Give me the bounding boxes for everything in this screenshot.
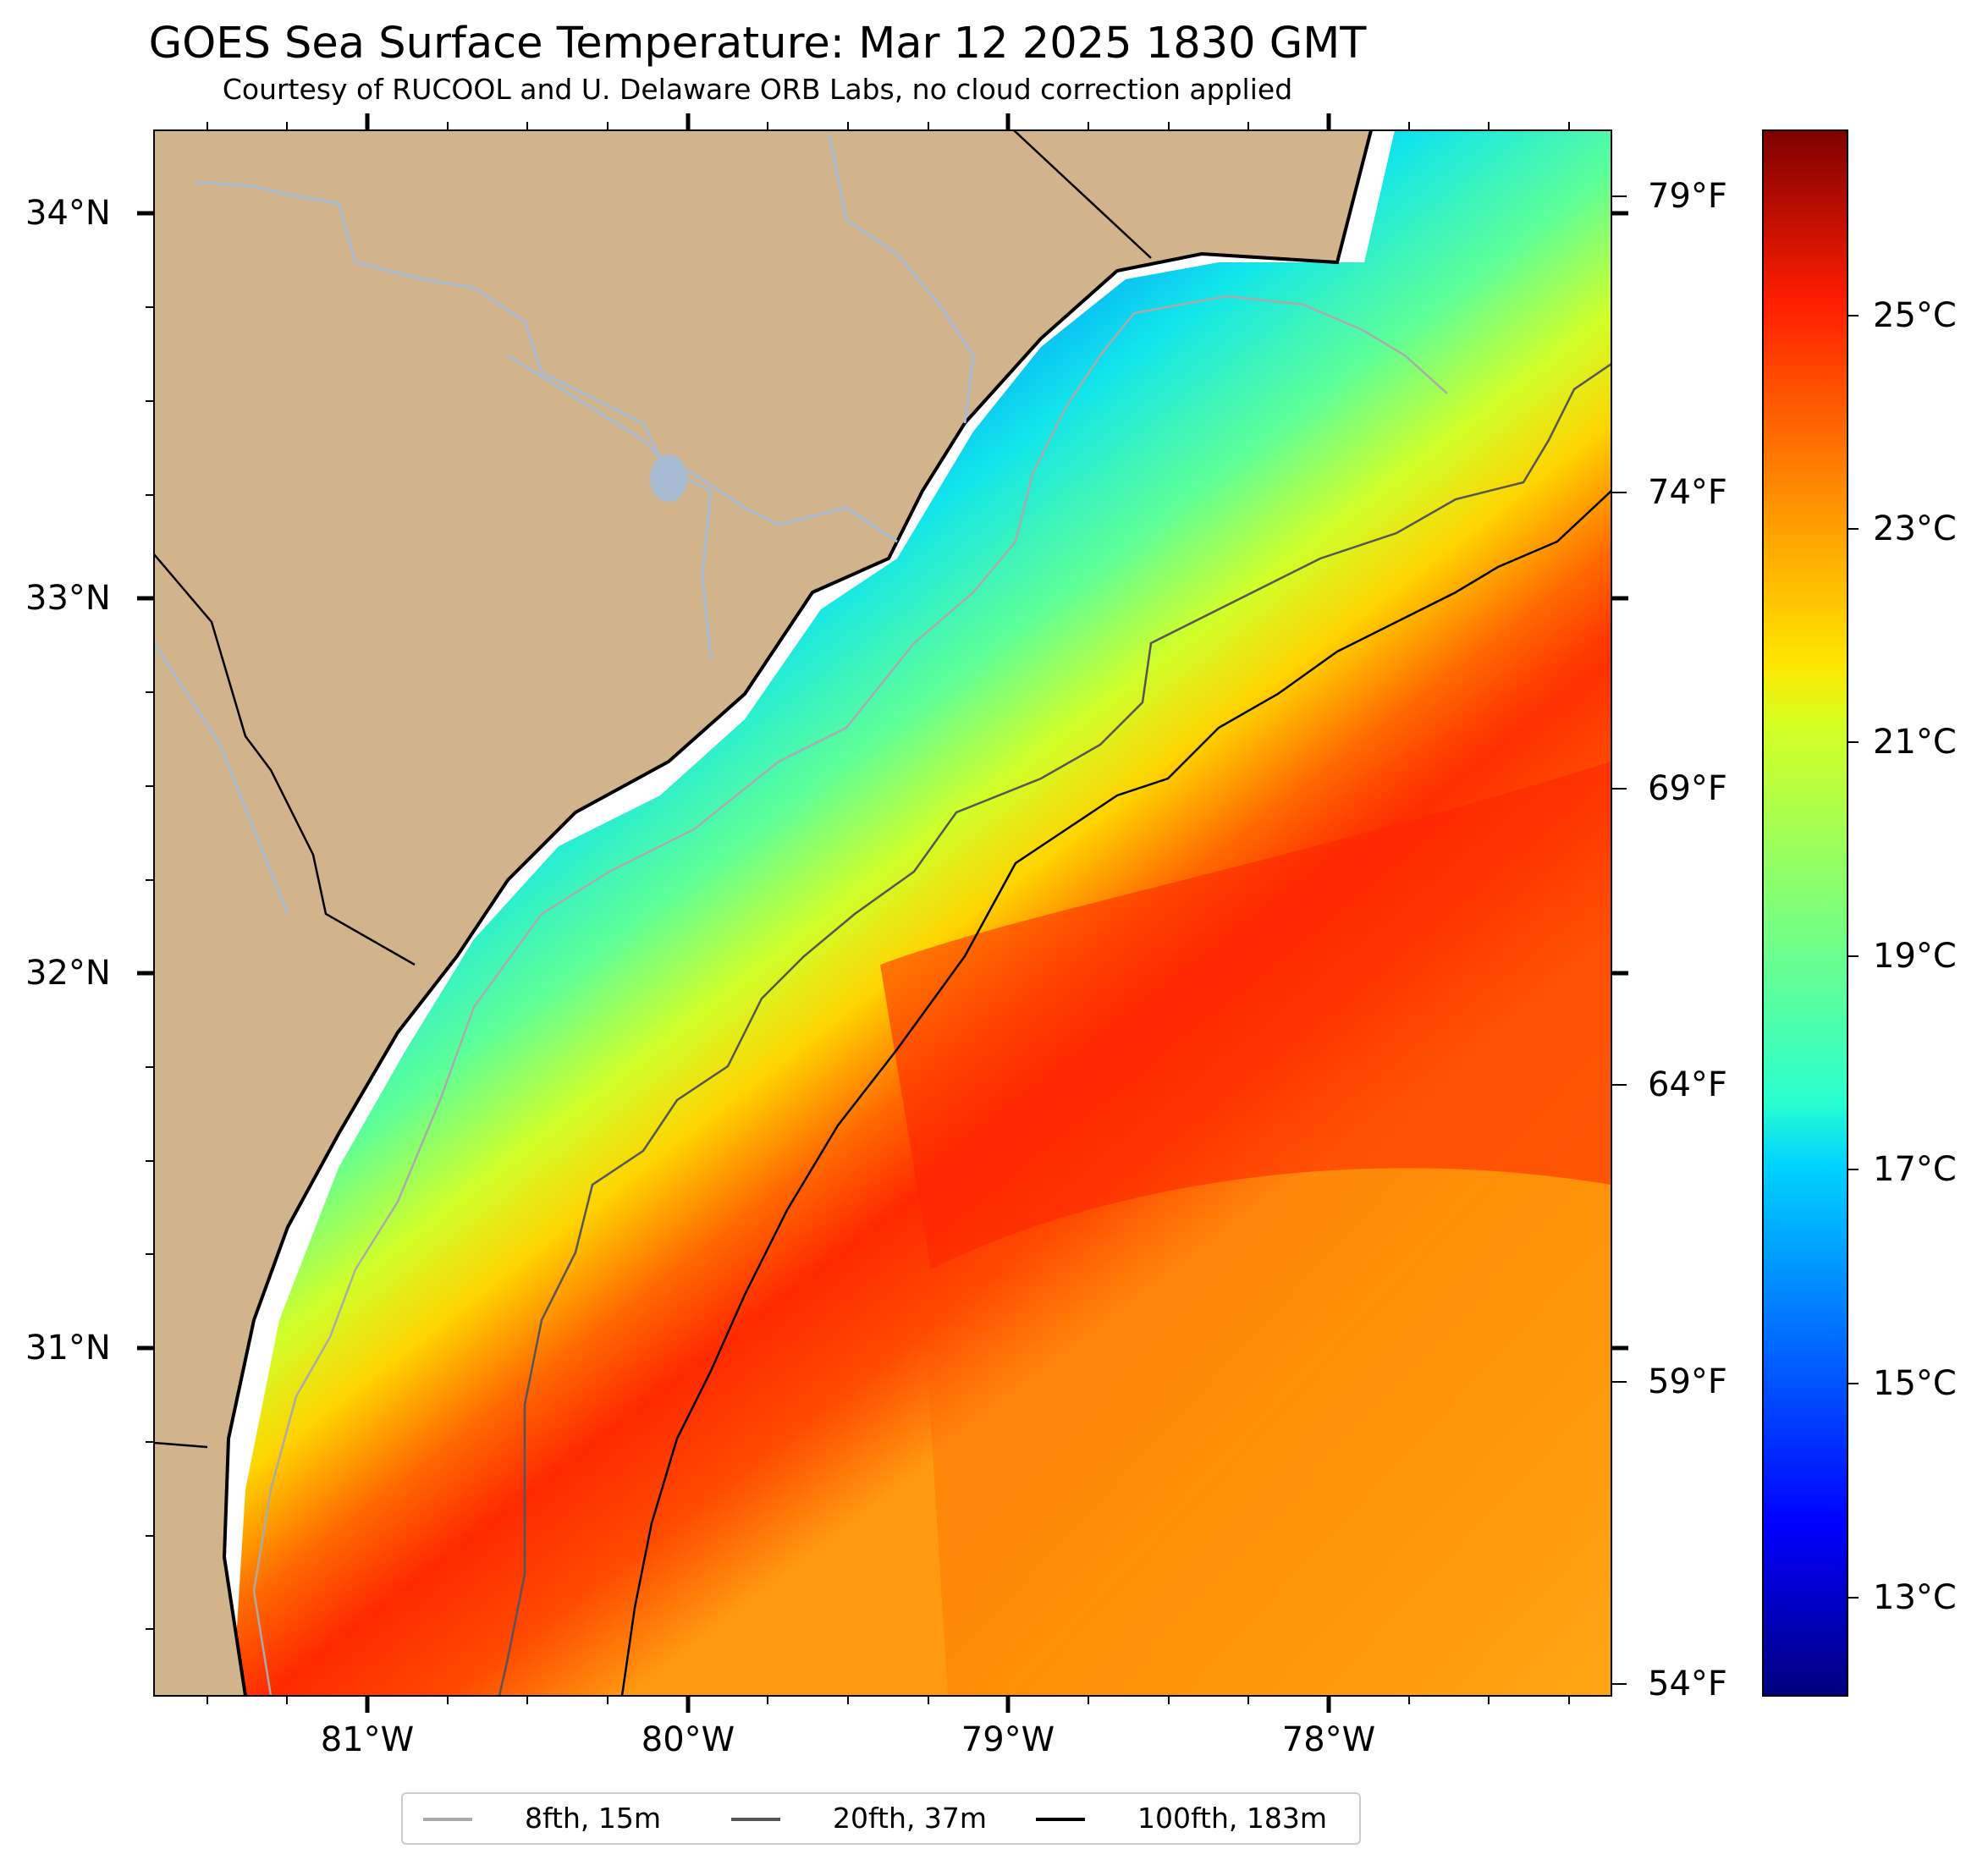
isobath-20fth-37m <box>498 362 1611 1696</box>
fahrenheit-ticks <box>1611 195 1627 1685</box>
gulf-stream-core <box>880 762 1611 1269</box>
lat-label-32n: 32°N <box>25 954 111 993</box>
coastline <box>222 130 1373 1696</box>
fahrenheit-label-59: 59°F <box>1648 1362 1727 1401</box>
legend-label-20fth: 20fth, 37m <box>833 1802 987 1835</box>
legend-swatch-20fth <box>731 1818 780 1821</box>
lon-label-78w: 78°W <box>1281 1720 1376 1759</box>
river-savannah <box>154 642 289 915</box>
legend-label-100fth: 100fth, 183m <box>1137 1802 1327 1835</box>
lat-label-31n: 31°N <box>25 1329 111 1367</box>
lon-label-79w: 79°W <box>961 1720 1055 1759</box>
land <box>154 130 1371 1696</box>
colorbar <box>1762 129 1848 1697</box>
state-border-nc-sc <box>1013 130 1152 259</box>
fahrenheit-label-54: 54°F <box>1648 1665 1727 1703</box>
lon-label-80w: 80°W <box>641 1720 735 1759</box>
lat-label-33n: 33°N <box>25 579 111 618</box>
map-area <box>154 130 1611 1696</box>
state-border-sc-ga <box>154 553 416 966</box>
map-frame <box>153 129 1612 1697</box>
isobath-legend: 8fth, 15m 20fth, 37m 100fth, 183m <box>401 1792 1361 1845</box>
celsius-label-23: 23°C <box>1873 509 1957 548</box>
map-title: GOES Sea Surface Temperature: Mar 12 202… <box>148 19 1367 69</box>
fahrenheit-label-64: 64°F <box>1648 1065 1727 1104</box>
lon-label-81w: 81°W <box>320 1720 415 1759</box>
river-waccamaw <box>828 135 975 424</box>
fahrenheit-label-69: 69°F <box>1648 769 1727 808</box>
lat-label-34n: 34°N <box>25 194 111 233</box>
celsius-label-15: 15°C <box>1873 1364 1957 1403</box>
celsius-label-19: 19°C <box>1873 937 1957 976</box>
fahrenheit-label-74: 74°F <box>1648 473 1727 512</box>
legend-swatch-8fth <box>423 1818 472 1821</box>
longitude-ticks <box>207 113 1570 1713</box>
celsius-label-25: 25°C <box>1873 296 1957 335</box>
map-subtitle: Courtesy of RUCOOL and U. Delaware ORB L… <box>222 73 1293 106</box>
legend-swatch-100fth <box>1036 1818 1085 1821</box>
colorbar-ticks <box>1848 315 1859 1599</box>
celsius-label-17: 17°C <box>1873 1150 1957 1189</box>
state-border-ga-fl <box>154 1441 208 1449</box>
isobath-8fth-15m <box>252 294 1448 1696</box>
latitude-ticks <box>137 211 1628 1630</box>
celsius-label-13: 13°C <box>1873 1578 1957 1617</box>
fahrenheit-label-79: 79°F <box>1648 177 1727 216</box>
lake-marion <box>650 454 687 502</box>
celsius-label-21: 21°C <box>1873 723 1957 762</box>
river-pee-dee <box>194 180 898 543</box>
legend-label-8fth: 8fth, 15m <box>525 1802 662 1835</box>
isobath-100fth-183m <box>620 490 1611 1696</box>
